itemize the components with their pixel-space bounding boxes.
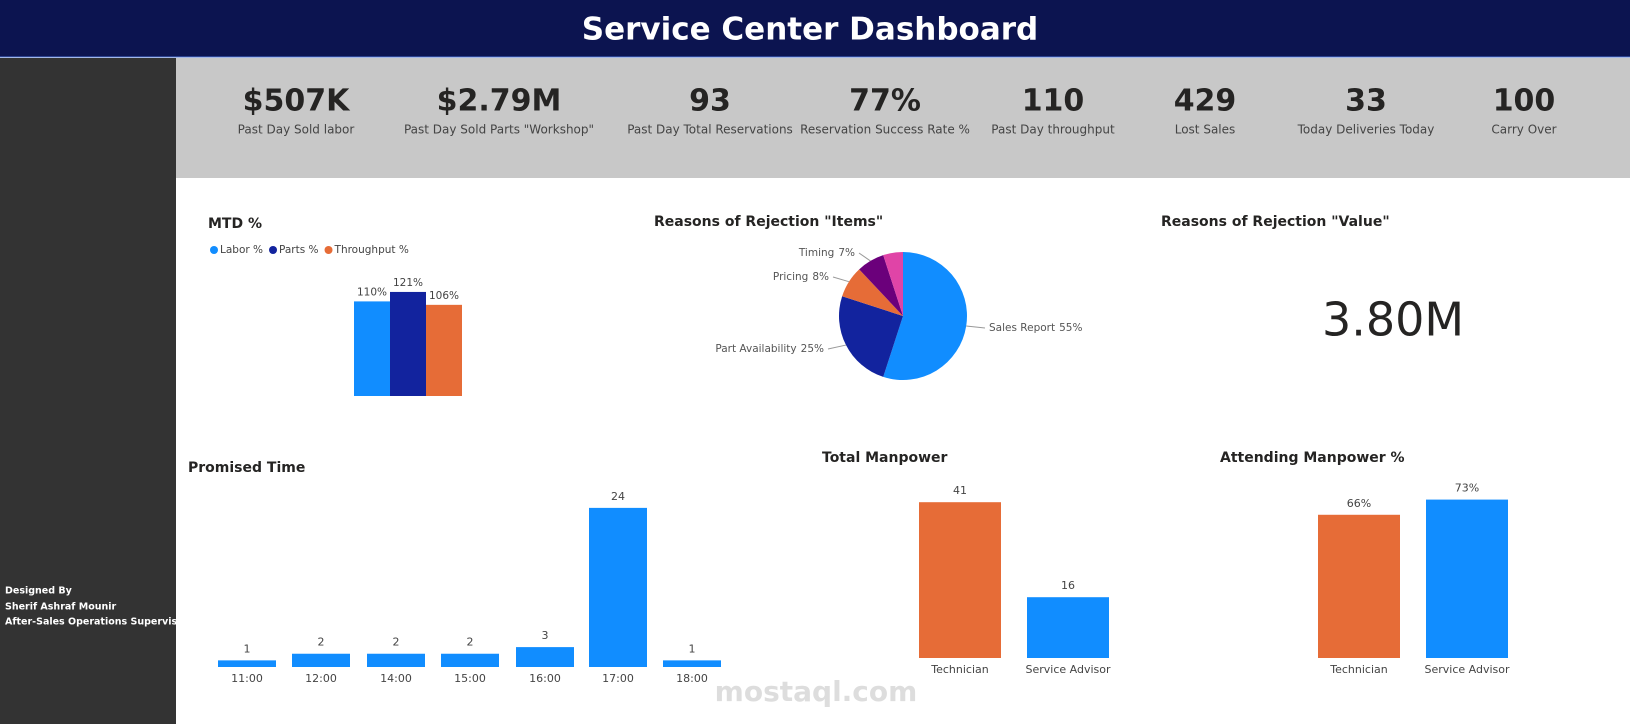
data-label: 1 [244,642,251,655]
pie-value: 8% [812,271,829,283]
kpi-label: Today Deliveries Today [1297,123,1435,137]
data-label: 2 [393,636,400,649]
data-label: 106% [429,290,459,302]
sidebar-text: Designed By [5,586,73,597]
kpi-value: $2.79M [437,84,562,119]
pie-label: Part Availability 25% [715,343,824,355]
bar [1426,499,1508,658]
kpi-label: Lost Sales [1175,123,1236,137]
x-tick-label: 16:00 [529,672,561,685]
pie-category: Sales Report [989,322,1055,334]
pie-label: Pricing 8% [773,271,829,283]
data-label: 16 [1061,579,1075,592]
kpi-label: Reservation Success Rate % [800,123,970,137]
bar [218,660,276,667]
pie-slice [883,252,967,380]
x-tick-label: Technician [930,663,989,676]
x-tick-label: Service Advisor [1424,663,1509,676]
watermark: mostaql.com [715,675,918,708]
pie-category: Timing [798,247,834,259]
x-tick-label: Service Advisor [1025,663,1110,676]
data-label: 41 [953,484,967,497]
sidebar-text: Sherif Ashraf Mounir [5,602,116,613]
kpi-value: 77% [849,84,921,119]
data-label: 24 [611,490,625,503]
bar [919,502,1001,658]
bar [663,660,721,667]
bar [1318,514,1400,658]
pie-slice [883,252,903,316]
kpi-value: 33 [1345,84,1387,119]
card-value: 3.80M [1322,293,1464,347]
data-label: 2 [467,636,474,649]
sidebar [0,58,176,724]
pie-value: 7% [838,247,855,259]
x-tick-label: 12:00 [305,672,337,685]
kpi-label: Past Day throughput [991,123,1115,137]
title-bar [0,0,1630,57]
pie-label: Timing 7% [798,247,855,259]
kpi-band [176,58,1630,178]
pie-value: 25% [801,343,824,355]
chart-title: Promised Time [188,460,305,476]
leader-line [832,276,850,283]
kpi-value: 100 [1493,84,1556,119]
bar [367,653,425,667]
legend-label: Throughput % [334,244,409,256]
data-label: 66% [1347,497,1371,510]
bar [441,653,499,667]
page-title: Service Center Dashboard [582,12,1039,48]
pie-slice [859,255,903,316]
chart-title: Reasons of Rejection "Items" [654,214,883,230]
bar [516,647,574,667]
chart-title: Reasons of Rejection "Value" [1161,214,1390,230]
kpi-value: 110 [1022,84,1085,119]
x-tick-label: 14:00 [380,672,412,685]
pie-slice [842,269,903,316]
x-tick-label: 15:00 [454,672,486,685]
x-tick-label: Technician [1329,663,1388,676]
legend-dot [210,246,218,254]
kpi-label: Past Day Sold labor [238,123,355,137]
kpi-label: Past Day Sold Parts "Workshop" [404,123,594,137]
x-tick-label: 18:00 [676,672,708,685]
data-label: 110% [357,286,387,298]
bar [390,291,426,396]
bar [589,507,647,667]
kpi-label: Past Day Total Reservations [627,123,793,137]
x-tick-label: 17:00 [602,672,634,685]
data-label: 73% [1455,482,1479,495]
pie-slice [838,296,903,377]
bar [426,304,462,396]
data-label: 3 [542,629,549,642]
data-label: 1 [689,642,696,655]
leader-line [827,344,847,350]
x-tick-label: 11:00 [231,672,263,685]
data-label: 121% [393,277,423,289]
pie-label: Sales Report 55% [989,322,1082,334]
data-label: 2 [318,636,325,649]
chart-title: MTD % [208,216,262,232]
kpi-value: 93 [689,84,731,119]
kpi-value: $507K [243,84,351,119]
pie-category: Pricing [773,271,808,283]
legend-dot [324,246,333,254]
sidebar-text: After-Sales Operations Supervisor [5,617,189,628]
kpi-value: 429 [1174,84,1237,119]
chart-title: Total Manpower [822,450,948,466]
leader-line [966,325,986,329]
chart-title: Attending Manpower % [1220,450,1405,466]
pie-value: 55% [1059,322,1082,334]
bar [354,301,390,396]
kpi-label: Carry Over [1491,123,1556,137]
legend-dot [269,246,278,254]
bar [292,653,350,667]
bar [1027,597,1109,658]
pie-category: Part Availability [715,343,796,355]
legend-label: Labor % [220,244,263,256]
leader-line [858,252,871,262]
legend-label: Parts % [279,244,319,256]
